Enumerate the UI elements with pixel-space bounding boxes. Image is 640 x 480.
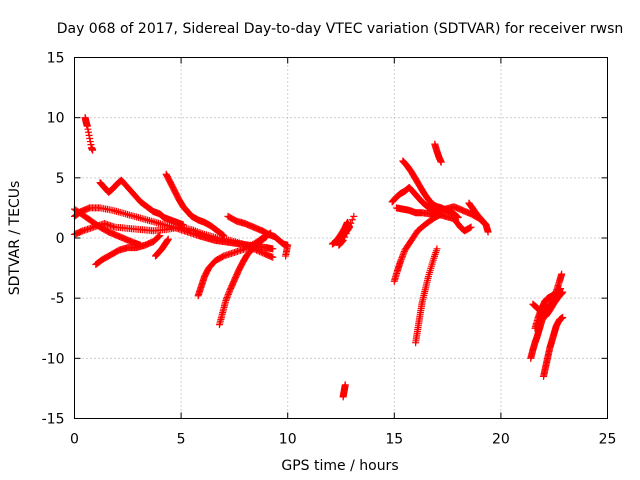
- data-point: [341, 233, 349, 241]
- x-tick-label: 0: [70, 432, 79, 448]
- data-point: [86, 138, 94, 146]
- data-point: [243, 244, 251, 252]
- data-point: [222, 297, 230, 305]
- data-point: [397, 255, 405, 263]
- data-point: [397, 257, 405, 265]
- data-point: [347, 219, 355, 227]
- data-point: [155, 232, 163, 240]
- data-point: [83, 122, 91, 130]
- data-point: [254, 247, 262, 255]
- y-tick-label: 15: [47, 51, 65, 67]
- data-point: [223, 293, 231, 301]
- chart-title: Day 068 of 2017, Sidereal Day-to-day VTE…: [57, 21, 624, 37]
- data-point: [87, 141, 95, 149]
- data-point: [557, 285, 565, 293]
- x-tick-label: 20: [492, 432, 510, 448]
- data-point: [269, 253, 277, 261]
- data-point: [225, 289, 233, 297]
- data-point: [156, 232, 164, 240]
- axis-ticks: [74, 57, 608, 419]
- data-point: [399, 251, 407, 259]
- data-point: [269, 245, 277, 253]
- data-point: [481, 219, 489, 227]
- data-point: [339, 237, 347, 245]
- data-point: [219, 231, 227, 239]
- data-point: [399, 252, 407, 260]
- y-axis-label: SDTVAR / TECUs: [7, 181, 23, 296]
- x-tick-label: 10: [279, 432, 297, 448]
- data-point: [556, 285, 564, 293]
- data-point: [222, 295, 230, 303]
- data-point: [256, 248, 264, 256]
- data-point: [342, 230, 350, 238]
- tick-labels: 0 5 10 15 20 25 -15 -10 -5 0 5 10 15: [42, 51, 617, 448]
- data-point: [484, 228, 492, 236]
- grid-lines: [74, 57, 608, 419]
- data-point: [85, 128, 93, 136]
- y-tick-label: 5: [56, 171, 65, 187]
- data-point: [400, 249, 408, 257]
- data-point: [85, 131, 93, 139]
- data-points: [71, 114, 567, 401]
- data-point: [345, 223, 353, 231]
- data-point: [282, 252, 290, 260]
- data-point: [344, 226, 352, 234]
- x-tick-label: 25: [599, 432, 617, 448]
- x-tick-label: 5: [177, 432, 186, 448]
- data-point: [338, 238, 346, 246]
- data-point: [86, 134, 94, 142]
- x-axis-label: GPS time / hours: [281, 458, 398, 474]
- x-tick-label: 15: [385, 432, 403, 448]
- data-point: [224, 290, 232, 298]
- data-point: [179, 221, 187, 229]
- data-point: [241, 245, 249, 253]
- data-point: [220, 232, 228, 240]
- data-point: [398, 254, 406, 262]
- data-point: [555, 286, 563, 294]
- data-point: [341, 381, 349, 389]
- data-point: [164, 235, 172, 243]
- data-point: [454, 214, 462, 222]
- data-point: [84, 125, 92, 133]
- y-tick-label: -15: [42, 412, 65, 428]
- data-point: [89, 146, 97, 154]
- data-point: [239, 240, 247, 248]
- data-point: [558, 270, 566, 278]
- data-point: [339, 236, 347, 244]
- data-point: [224, 292, 232, 300]
- y-tick-label: -10: [42, 351, 65, 367]
- y-tick-label: -5: [51, 291, 65, 307]
- data-point: [559, 313, 567, 321]
- data-point: [467, 223, 475, 231]
- data-point: [482, 221, 490, 229]
- y-tick-label: 10: [47, 111, 65, 127]
- data-point: [437, 158, 445, 166]
- data-point: [348, 216, 356, 224]
- data-point: [481, 220, 489, 228]
- y-tick-label: 0: [56, 231, 65, 247]
- data-point: [257, 248, 265, 256]
- data-point: [433, 245, 441, 253]
- data-point: [350, 212, 358, 220]
